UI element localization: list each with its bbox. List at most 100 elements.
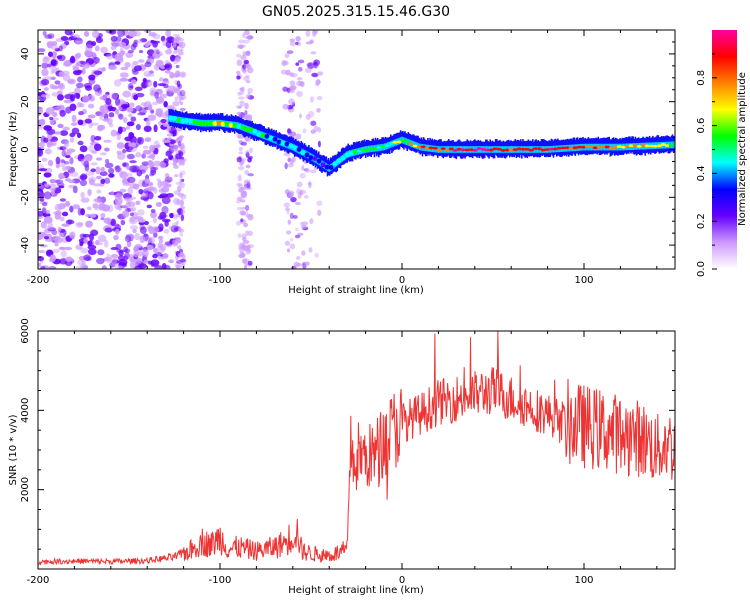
noise-blob (41, 79, 50, 86)
track-peak (192, 119, 198, 125)
track-peak (620, 145, 626, 149)
noise-blob (127, 83, 134, 91)
noise-blob (110, 247, 119, 251)
noise-blob (50, 69, 55, 75)
noise-blob (101, 265, 107, 269)
track-envelope (506, 140, 509, 156)
noise-blob (77, 76, 83, 83)
noise-blob (116, 142, 125, 150)
noise-blob (79, 175, 85, 181)
noise-blob (69, 31, 74, 37)
noise-blob (117, 126, 123, 135)
snr-line (38, 331, 675, 566)
noise-blob (305, 113, 311, 121)
noise-blob (304, 261, 310, 266)
noise-blob (75, 82, 84, 89)
noise-blob (129, 216, 136, 223)
noise-blob (236, 53, 242, 58)
track-peak (296, 147, 302, 152)
track-peak (604, 145, 610, 149)
noise-blob (71, 114, 77, 123)
track-peak (472, 148, 478, 152)
noise-blob (63, 99, 73, 104)
spectrogram-signal-track (168, 108, 675, 177)
track-peak (332, 161, 338, 167)
noise-blob (51, 45, 59, 51)
track-peak (436, 148, 442, 152)
noise-blob (301, 224, 308, 229)
noise-blob (137, 209, 145, 216)
track-envelope (611, 138, 614, 155)
noise-blob (91, 149, 98, 154)
noise-blob (108, 112, 115, 118)
noise-blob (280, 69, 287, 75)
track-core (276, 137, 278, 145)
noise-blob (236, 75, 241, 80)
track-envelope (445, 141, 448, 157)
noise-blob (59, 216, 65, 222)
noise-blob (80, 61, 87, 65)
noise-blob (133, 39, 139, 45)
noise-blob (47, 141, 53, 148)
noise-blob (55, 210, 62, 216)
noise-blob (296, 262, 303, 267)
noise-blob (180, 46, 184, 54)
noise-blob (295, 133, 302, 140)
noise-blob (158, 238, 164, 244)
noise-blob (173, 36, 178, 44)
noise-blob (130, 116, 137, 122)
noise-blob (144, 30, 152, 34)
noise-blob (179, 101, 184, 106)
noise-blob (130, 79, 137, 85)
noise-blob (69, 57, 76, 64)
track-peak (196, 121, 202, 126)
noise-blob (236, 133, 242, 138)
noise-blob (47, 63, 52, 68)
track-peak (352, 149, 358, 155)
noise-blob (118, 265, 124, 269)
track-peak (496, 147, 502, 151)
colorbar: 0.0 0.2 0.4 0.6 0.8 Normalized spectral ampl… (696, 30, 748, 277)
noise-blob (172, 158, 179, 164)
track-peak (360, 148, 366, 152)
track-peak (316, 158, 322, 164)
noise-blob (84, 49, 92, 57)
noise-blob (244, 135, 249, 141)
noise-blob (127, 30, 137, 38)
noise-blob (310, 51, 317, 55)
colorbar-gradient (712, 30, 737, 269)
noise-blob (57, 123, 64, 129)
noise-blob (90, 41, 97, 47)
track-peak (280, 140, 286, 146)
noise-blob (158, 223, 164, 232)
track-peak (244, 127, 250, 132)
noise-blob (238, 253, 246, 259)
noise-blob (245, 35, 252, 40)
noise-blob (244, 110, 248, 116)
noise-blob (143, 259, 150, 264)
noise-blob (104, 158, 110, 164)
y-tick-label: 0 (20, 146, 31, 152)
track-peak (580, 145, 586, 149)
noise-blob (52, 117, 59, 121)
noise-blob (309, 169, 317, 174)
noise-blob (80, 191, 85, 199)
track-peak (184, 118, 190, 124)
noise-blob (113, 79, 122, 87)
noise-blob (177, 51, 184, 56)
noise-blob (289, 41, 296, 47)
noise-blob (244, 102, 249, 110)
noise-blob (98, 234, 107, 243)
track-envelope (672, 135, 675, 154)
noise-blob (94, 197, 103, 204)
noise-blob (241, 211, 246, 216)
noise-blob (235, 220, 242, 226)
noise-blob (83, 160, 90, 168)
noise-blob (68, 184, 75, 189)
track-peak (540, 148, 546, 152)
track-peak (268, 135, 274, 141)
noise-blob (51, 248, 60, 254)
noise-blob (146, 204, 153, 209)
noise-blob (299, 172, 306, 179)
